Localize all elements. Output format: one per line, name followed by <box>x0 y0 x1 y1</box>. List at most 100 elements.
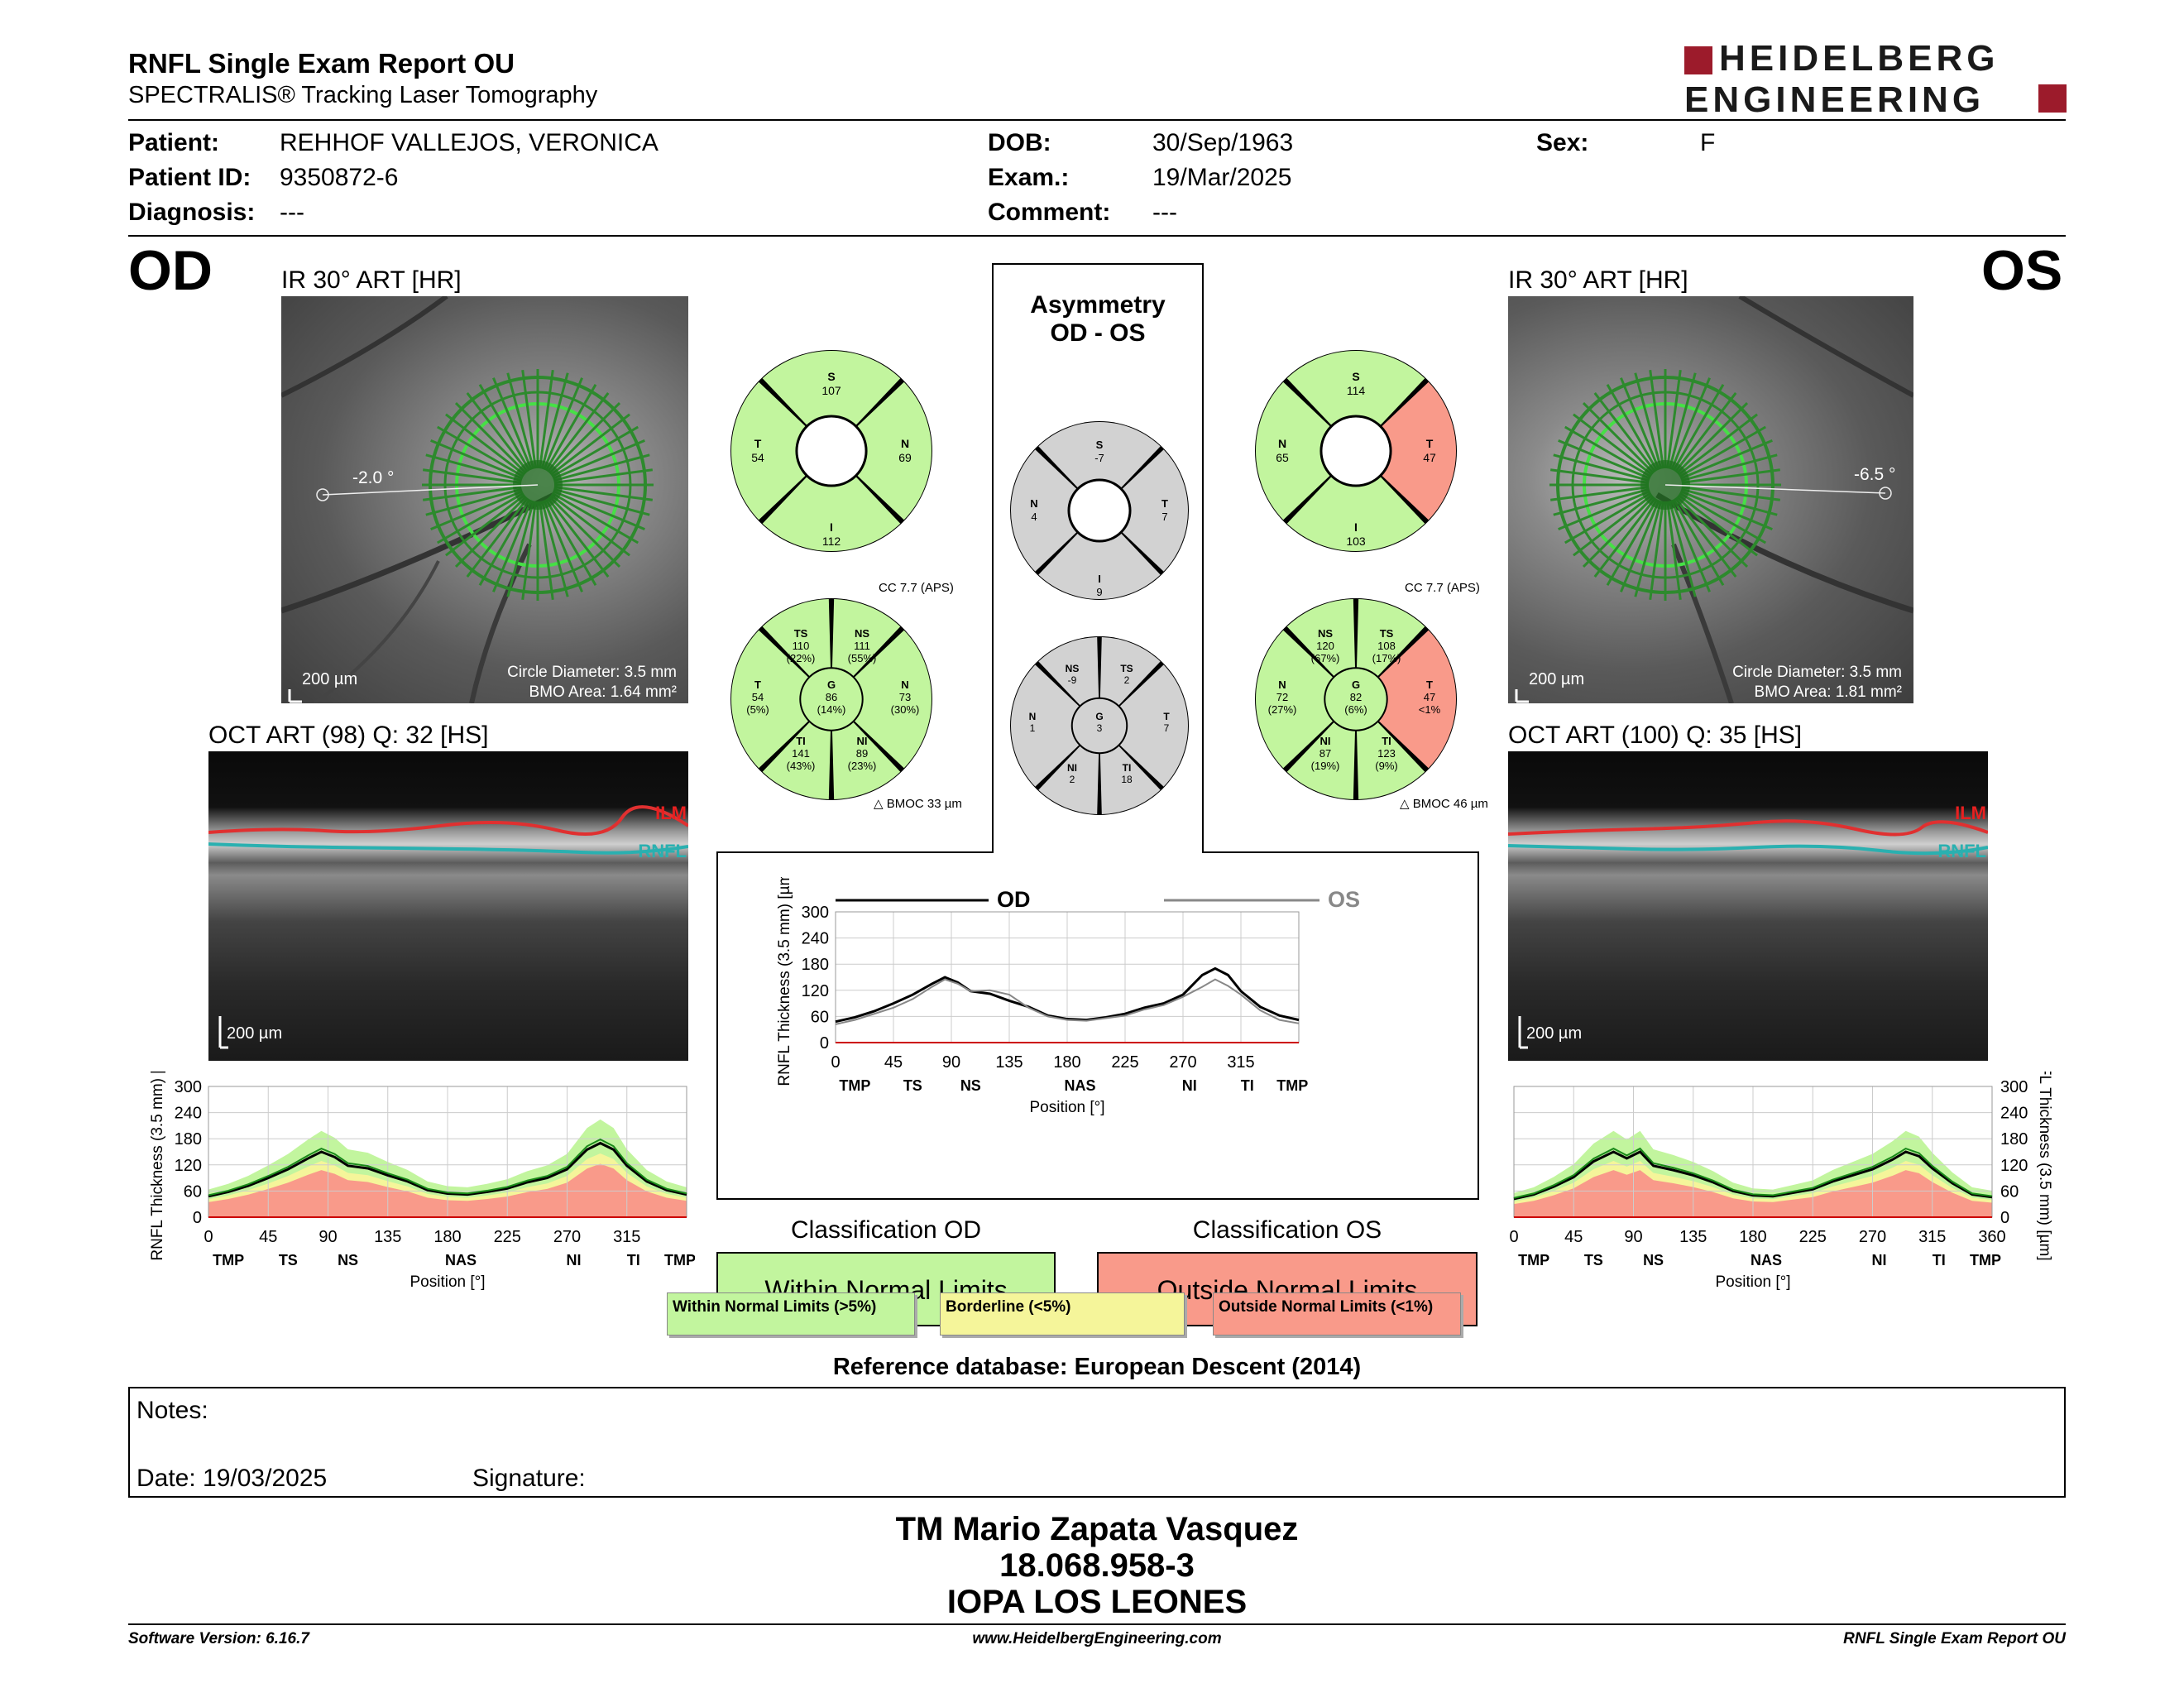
scan-spoke <box>543 499 583 592</box>
od-q-t-label: T <box>754 437 762 450</box>
scan-spoke <box>553 453 650 482</box>
scan-spoke <box>1666 501 1682 600</box>
x-tick-label: 180 <box>1739 1228 1766 1246</box>
scan-spoke <box>1564 492 1652 544</box>
sector-label: NS <box>1643 1252 1664 1268</box>
x-tick-label: 135 <box>374 1228 401 1246</box>
legend-outside: Outside Normal Limits (<1%) <box>1213 1292 1461 1336</box>
y-tick-label: 180 <box>175 1130 202 1149</box>
normative-mean-line <box>1513 1147 1993 1199</box>
x-axis-label: Position [°] <box>1715 1273 1790 1291</box>
os-s-ns-value: 120 <box>1316 640 1334 652</box>
od-s-ns-percent: (55%) <box>848 652 877 664</box>
asym-s-ti-label: TI <box>1123 762 1132 774</box>
os-ir-title: IR 30° ART [HR] <box>1508 266 1688 294</box>
sector-label: TI <box>1933 1252 1946 1268</box>
sector-label: TS <box>279 1252 298 1268</box>
os-s-n-value: 72 <box>1276 691 1288 703</box>
od-rnfl-label: RNFL <box>638 841 687 861</box>
od-q-s-value: 107 <box>821 384 841 397</box>
x-tick-label: 0 <box>204 1228 213 1246</box>
sector-3 <box>832 722 901 799</box>
classification-os-title: Classification OS <box>1192 1216 1382 1244</box>
os-eye-label: OS <box>1981 239 2063 302</box>
scan-spoke <box>549 493 630 557</box>
scan-spoke <box>1606 498 1659 586</box>
os-oct-bscan: ILM RNFL 200 µm <box>1508 751 1988 1061</box>
x-tick-label: 270 <box>1169 1053 1196 1072</box>
sector-5 <box>731 630 808 769</box>
scan-spoke <box>430 490 524 530</box>
y-tick-label: 120 <box>175 1157 202 1175</box>
sector-label: NI <box>567 1252 582 1268</box>
legend-od-label: OD <box>997 887 1031 912</box>
sector-label: TI <box>627 1252 640 1268</box>
comment-value: --- <box>1152 199 1177 226</box>
y-tick-label: 60 <box>184 1182 202 1201</box>
od-q-n-value: 69 <box>898 451 912 464</box>
patient-id-label: Patient ID: <box>128 164 251 191</box>
scan-spoke <box>1679 492 1766 544</box>
scan-spoke <box>1593 496 1657 578</box>
asym-q-i-label: I <box>1098 573 1101 585</box>
asym-s-n-value: 1 <box>1030 722 1036 734</box>
y-tick-label: 300 <box>802 904 829 922</box>
sector-global <box>1072 698 1127 753</box>
sector-label: TMP <box>1276 1077 1308 1094</box>
od-s-g-percent: (14%) <box>817 703 846 716</box>
scan-spoke <box>1606 384 1659 472</box>
footer-report-name: RNFL Single Exam Report OU <box>1843 1630 2066 1647</box>
x-tick-label: 180 <box>433 1228 461 1246</box>
scan-spoke <box>492 377 533 471</box>
x-tick-label: 90 <box>1624 1228 1642 1246</box>
sector-label: TMP <box>1518 1252 1549 1268</box>
od-s-g-label: G <box>827 679 836 691</box>
od-s-t-percent: (5%) <box>746 703 769 716</box>
os-rnfl-label: RNFL <box>1937 841 1986 861</box>
legend-borderline: Borderline (<5%) <box>940 1292 1185 1336</box>
sector-label: TMP <box>213 1252 244 1268</box>
scan-spoke <box>1666 370 1682 469</box>
od-q-n-label: N <box>901 437 909 450</box>
y-axis-label: RNFL Thickness (3.5 mm) [µm] <box>2036 1072 2053 1261</box>
sex-value: F <box>1700 129 1716 156</box>
sector-1 <box>832 599 901 676</box>
y-tick-label: 120 <box>802 982 829 1000</box>
scan-spoke <box>552 439 645 480</box>
sector-global <box>1325 669 1387 730</box>
os-fundus-image: -6.5 ° 200 µm Circle Diameter: 3.5 mm BM… <box>1508 296 1913 703</box>
x-tick-label: 225 <box>1799 1228 1827 1246</box>
sector-label: NI <box>1182 1077 1197 1094</box>
sector-0 <box>762 599 831 676</box>
reference-database: Reference database: European Descent (20… <box>832 1354 1362 1380</box>
scan-spoke <box>466 392 529 473</box>
software-version: Software Version: 6.16.7 <box>128 1630 309 1647</box>
sector-right <box>1382 381 1456 520</box>
scan-spoke <box>1677 413 1758 477</box>
sector-label: NS <box>960 1077 981 1094</box>
os-q-s-value: 114 <box>1347 384 1366 397</box>
x-tick-label: 225 <box>494 1228 521 1246</box>
scan-spoke <box>1634 372 1663 470</box>
scan-spoke <box>425 487 523 516</box>
y-tick-label: 60 <box>2000 1182 2019 1201</box>
dob-label: DOB: <box>988 129 1051 156</box>
scan-spoke <box>544 384 597 472</box>
od-bmoc-text: BMOC 33 µm <box>886 797 962 811</box>
od-s-g-value: 86 <box>826 691 837 703</box>
patient-id: 9350872-6 <box>280 164 399 191</box>
scan-spoke <box>478 384 531 472</box>
signer-block: TM Mario Zapata Vasquez 18.068.958-3 IOP… <box>128 1511 2066 1620</box>
scan-spoke <box>1550 486 1650 501</box>
os-s-ni-percent: (19%) <box>1311 760 1340 772</box>
scan-spoke <box>546 496 610 578</box>
scan-spoke <box>1672 498 1725 586</box>
notes-date: Date: 19/03/2025 <box>136 1465 328 1492</box>
x-tick-label: 315 <box>1918 1228 1946 1246</box>
sector-1 <box>1357 599 1425 676</box>
asym-s-ns-value: -9 <box>1068 674 1077 686</box>
y-tick-label: 300 <box>175 1078 202 1096</box>
asym-s-g-value: 3 <box>1097 722 1103 734</box>
